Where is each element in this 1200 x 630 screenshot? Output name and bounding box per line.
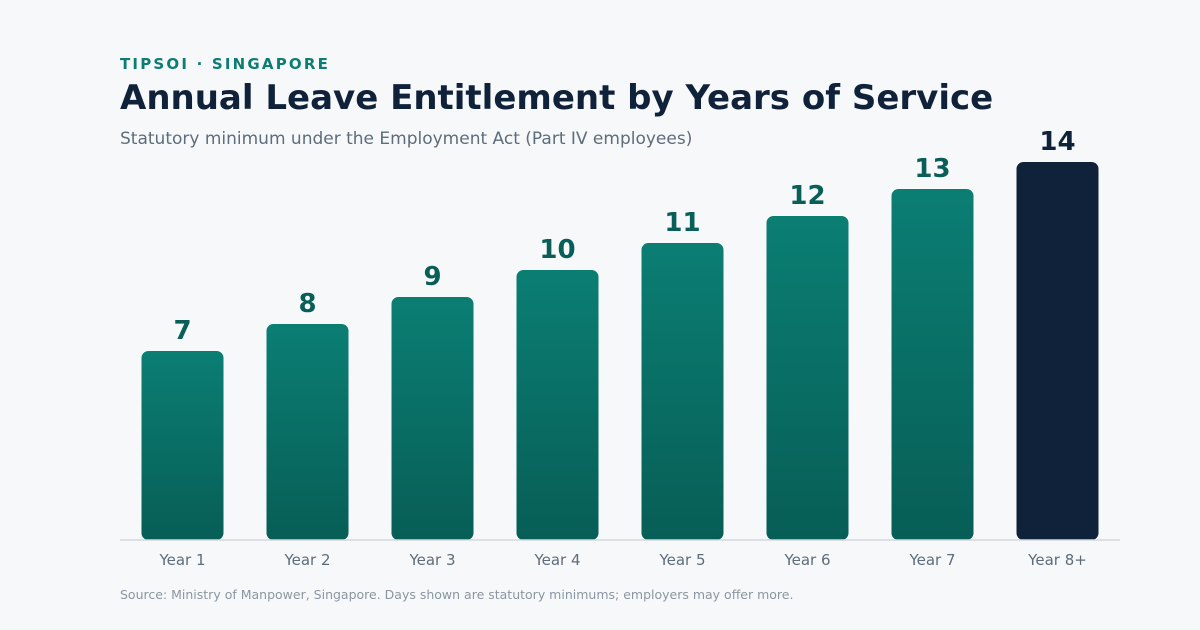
bar-year-2 <box>266 324 349 540</box>
bar-year-8 <box>1016 162 1099 540</box>
x-tick-label: Year 6 <box>783 551 830 569</box>
x-tick-label: Year 3 <box>408 551 455 569</box>
bar-year-3 <box>391 297 474 540</box>
bar-value-label: 8 <box>298 289 316 319</box>
bar-year-1 <box>141 351 224 540</box>
bar-value-label: 12 <box>789 181 825 211</box>
x-tick-label: Year 4 <box>533 551 580 569</box>
bar-year-5 <box>641 243 724 540</box>
x-tick-label: Year 7 <box>908 551 955 569</box>
x-tick-label: Year 5 <box>658 551 705 569</box>
bar-value-label: 9 <box>423 262 441 292</box>
chart-title: Annual Leave Entitlement by Years of Ser… <box>120 78 994 118</box>
bars-group: 7 8 9 10 11 12 13 14 <box>141 127 1099 540</box>
x-tick-labels: Year 1 Year 2 Year 3 Year 4 Year 5 Year 6 Year… <box>158 551 1086 569</box>
bar-value-label: 11 <box>664 208 700 238</box>
bar-year-6 <box>766 216 849 540</box>
bar-value-label: 7 <box>173 316 191 346</box>
x-tick-label: Year 8+ <box>1027 551 1087 569</box>
bar-value-label: 13 <box>914 154 950 184</box>
bar-year-7 <box>891 189 974 540</box>
bar-year-4 <box>516 270 599 540</box>
chart-subtitle: Statutory minimum under the Employment A… <box>120 129 693 149</box>
source-note: Source: Ministry of Manpower, Singapore.… <box>120 587 794 602</box>
brand-eyebrow: TIPSOI · SINGAPORE <box>120 55 331 73</box>
bar-value-label: 14 <box>1039 127 1075 157</box>
x-tick-label: Year 1 <box>158 551 205 569</box>
x-tick-label: Year 2 <box>283 551 330 569</box>
bar-value-label: 10 <box>539 235 575 265</box>
